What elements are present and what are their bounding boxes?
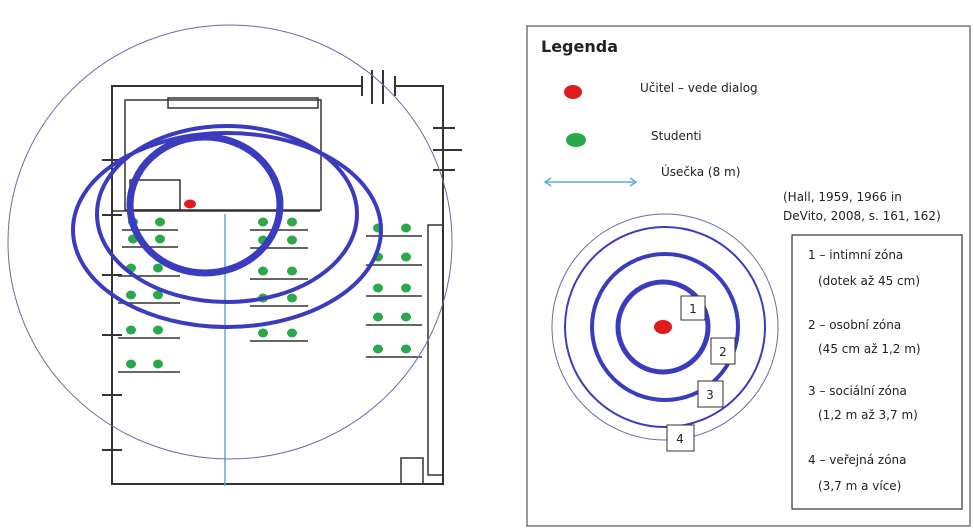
- student-marker: [153, 359, 163, 369]
- student-marker: [153, 290, 163, 300]
- student-marker: [258, 328, 268, 338]
- teacher-legend-label: Učitel – vede dialog: [640, 81, 758, 95]
- zone-2-range: (45 cm až 1,2 m): [818, 342, 921, 356]
- teacher-legend-icon: [564, 85, 582, 99]
- student-marker: [126, 290, 136, 300]
- zone-ring-intimate: [126, 133, 284, 277]
- students-legend-label: Studenti: [651, 129, 702, 143]
- example-ring-4: [551, 213, 779, 441]
- zone-1-name: 1 – intimní zóna: [808, 248, 903, 262]
- student-marker: [401, 252, 411, 262]
- student-marker: [373, 283, 383, 293]
- zone-ring-personal: [95, 124, 359, 304]
- teacher-marker: [184, 199, 196, 209]
- zone-marker-1: 1: [689, 302, 697, 316]
- student-marker: [258, 217, 268, 227]
- legend-panel: Legenda Učitel – vede dialog Studenti Ús…: [526, 25, 971, 527]
- student-marker: [155, 234, 165, 244]
- student-marker: [153, 325, 163, 335]
- student-marker: [401, 223, 411, 233]
- student-marker: [287, 217, 297, 227]
- room-walls: [102, 70, 462, 485]
- legend-title: Legenda: [541, 37, 618, 56]
- student-marker: [401, 312, 411, 322]
- proxemic-zones: [7, 24, 453, 460]
- student-marker: [287, 328, 297, 338]
- zone-ring-social: [71, 131, 383, 329]
- student-marker: [287, 235, 297, 245]
- student-marker: [287, 293, 297, 303]
- citation-line-2: DeVito, 2008, s. 161, 162): [783, 209, 941, 223]
- zone-2-name: 2 – osobní zóna: [808, 318, 901, 332]
- student-marker: [401, 283, 411, 293]
- classroom-plan: [7, 24, 462, 486]
- zone-number-markers: 1 2 3 4: [666, 295, 736, 452]
- zone-3-name: 3 – sociální zóna: [808, 384, 907, 398]
- citation-line-1: (Hall, 1959, 1966 in: [783, 190, 902, 204]
- student-marker: [373, 312, 383, 322]
- segment-legend-icon: [543, 177, 638, 187]
- student-marker: [401, 344, 411, 354]
- student-marker: [126, 359, 136, 369]
- zone-marker-2: 2: [719, 345, 727, 359]
- segment-legend-label: Úsečka (8 m): [661, 164, 740, 179]
- zone-description-box: [791, 234, 963, 510]
- students-legend-icon: [566, 133, 586, 147]
- zone-ring-public: [7, 24, 453, 460]
- example-ring-1: [615, 279, 711, 375]
- student-marker: [153, 263, 163, 273]
- zone-4-name: 4 – veřejná zóna: [808, 453, 907, 467]
- example-teacher-icon: [654, 320, 672, 334]
- example-ring-2: [590, 252, 740, 402]
- student-marker: [287, 266, 297, 276]
- example-ring-3: [564, 226, 766, 428]
- student-marker: [258, 266, 268, 276]
- zone-example-diagram: [551, 213, 779, 441]
- zone-4-range: (3,7 m a více): [818, 479, 901, 493]
- student-marker: [373, 344, 383, 354]
- student-marker: [126, 325, 136, 335]
- zone-marker-3: 3: [706, 388, 714, 402]
- zone-1-range: (dotek až 45 cm): [818, 274, 920, 288]
- student-marker: [155, 217, 165, 227]
- zone-3-range: (1,2 m až 3,7 m): [818, 408, 918, 422]
- zone-marker-4: 4: [676, 432, 684, 446]
